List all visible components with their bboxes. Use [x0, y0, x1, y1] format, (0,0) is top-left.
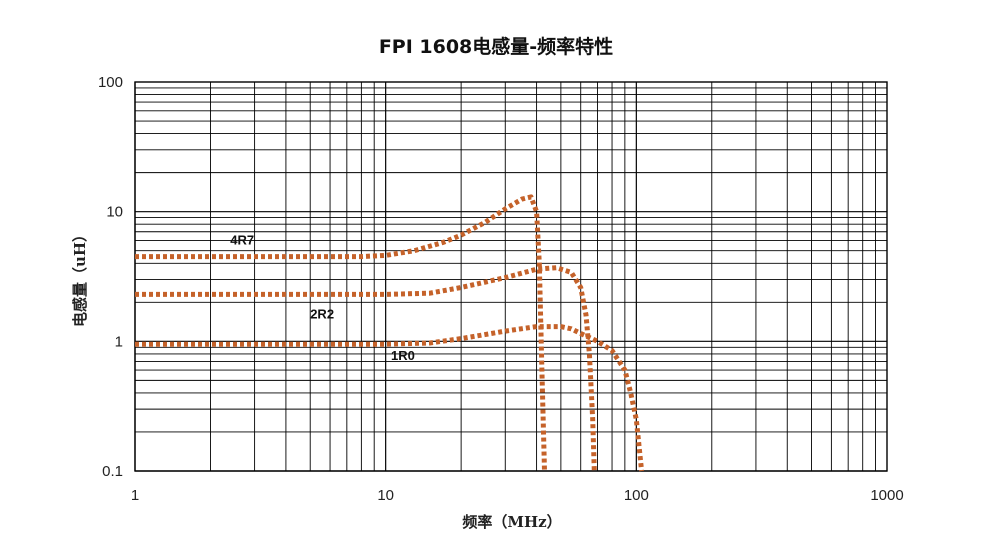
- tick-labels: 1 10 100 1000 0.1 1 10 100: [98, 74, 904, 504]
- plot-frame: [134, 81, 888, 472]
- x-tick-label: 10: [377, 487, 394, 504]
- series-layer: [135, 194, 645, 472]
- y-axis-label: 电感量（uH）: [71, 227, 89, 327]
- x-axis-label: 频率（MHz）: [462, 513, 561, 531]
- x-tick-label: 1000: [870, 487, 903, 504]
- x-tick-label: 1: [131, 487, 139, 504]
- y-tick-label: 100: [98, 74, 123, 91]
- series-labels: 4R7 2R2 1R0: [230, 232, 415, 363]
- y-tick-label: 0.1: [102, 463, 123, 480]
- series-label-2r2: 2R2: [310, 307, 334, 322]
- y-tick-label: 1: [115, 333, 123, 350]
- y-tick-label: 10: [106, 204, 123, 221]
- series-line-2r2: [135, 265, 597, 472]
- series-line-1r0: [135, 324, 645, 472]
- grid: [134, 81, 888, 472]
- x-tick-label: 100: [624, 487, 649, 504]
- series-label-1r0: 1R0: [391, 348, 415, 363]
- series-label-4r7: 4R7: [230, 232, 254, 247]
- series-line-4r7: [135, 194, 547, 472]
- chart-title: FPI 1608电感量-频率特性: [379, 35, 613, 58]
